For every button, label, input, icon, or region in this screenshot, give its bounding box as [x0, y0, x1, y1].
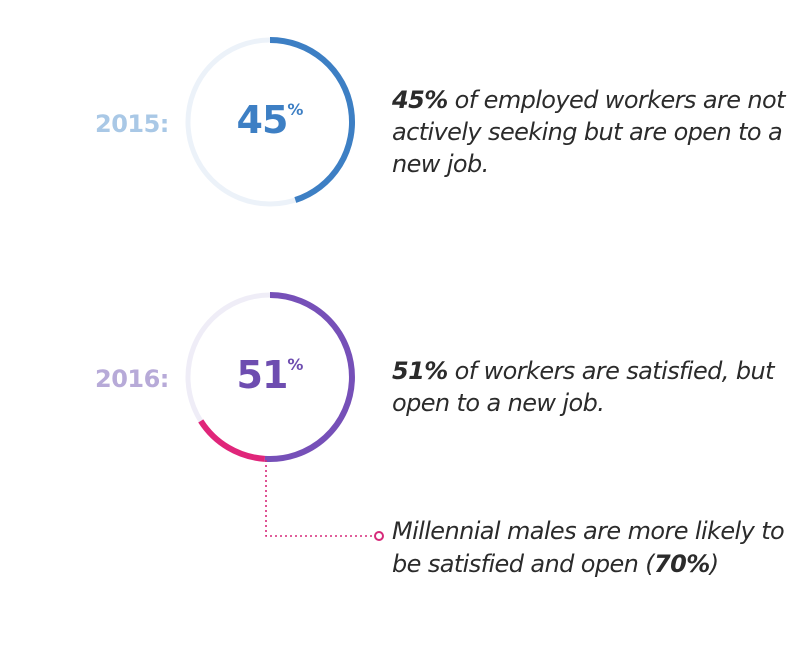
callout-text-after: ) [709, 550, 719, 578]
donut-2015 [185, 37, 355, 207]
donut-arc-2016 [264, 292, 355, 462]
donut-highlight-arc-2016 [198, 419, 266, 462]
percent-number-2015: 45 [236, 98, 289, 142]
percent-number-2016: 51 [236, 353, 289, 397]
description-bold-2015: 45% [392, 86, 448, 114]
percent-value-2015: 45% [180, 98, 360, 142]
description-2015: 45% of employed workers are not actively… [392, 84, 792, 180]
year-label-2015: 2015: [95, 110, 169, 138]
callout-text-before: Millennial males are more likely to be s… [392, 517, 785, 578]
callout-text: Millennial males are more likely to be s… [392, 515, 792, 581]
stat-2015: 2015: 45% 45% of employed workers are no… [0, 32, 800, 212]
callout-text-bold: 70% [654, 550, 710, 578]
year-label-2016: 2016: [95, 365, 169, 393]
percent-value-2016: 51% [180, 353, 360, 397]
stat-2016: 2016: 51% 51% of workers are satisfied, … [0, 287, 800, 467]
description-2016: 51% of workers are satisfied, but open t… [392, 355, 792, 419]
donut-2016 [185, 292, 355, 462]
description-bold-2016: 51% [392, 357, 448, 385]
donut-arc-2015 [269, 37, 355, 203]
description-text-2016: of workers are satisfied, but open to a … [392, 357, 774, 417]
callout-dot-icon [374, 531, 384, 541]
description-text-2015: of employed workers are not actively see… [392, 86, 786, 178]
callout-leader-line [265, 460, 374, 537]
percent-sign-2015: % [287, 100, 304, 120]
percent-sign-2016: % [287, 355, 304, 375]
